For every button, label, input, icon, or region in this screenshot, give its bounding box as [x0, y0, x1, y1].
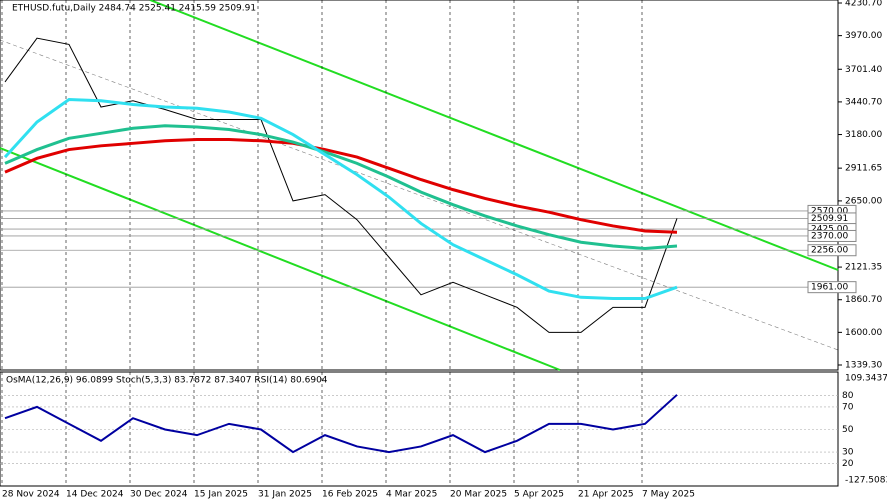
level-label: 2370.00 [811, 231, 848, 241]
oscillator-tick-label: 30 [842, 448, 854, 458]
y-tick-label: 1860.70 [845, 295, 882, 305]
osma-label: -127.5083 [845, 476, 887, 486]
oscillator-tick-label: 20 [842, 459, 854, 469]
series-line [3, 97, 678, 301]
y-tick-label: 2650.00 [845, 196, 882, 206]
series-line [4, 124, 678, 250]
oscillator-tick-label: 70 [842, 402, 854, 412]
chart-title: ETHUSD.futu,Daily 2484.74 2525.41 2415.5… [12, 4, 256, 14]
x-tick-label: 28 Nov 2024 [2, 490, 60, 500]
x-tick-label: 20 Mar 2025 [450, 490, 507, 500]
channel-line [149, 0, 839, 271]
level-label: 1961.00 [811, 283, 848, 293]
y-tick-label: 1339.30 [845, 361, 882, 371]
series-line [4, 138, 678, 234]
x-tick-label: 16 Feb 2025 [322, 490, 378, 500]
oscillator-line [4, 394, 678, 454]
level-label: 2425.00 [811, 225, 848, 235]
level-label: 2570.00 [811, 206, 848, 216]
level-label-box [807, 281, 857, 294]
x-tick-label: 15 Jan 2025 [194, 490, 248, 500]
y-tick-label: 3701.40 [845, 65, 882, 75]
x-tick-label: 14 Dec 2024 [66, 490, 124, 500]
oscillator-tick-label: 80 [842, 391, 854, 401]
oscillator-panel [0, 371, 839, 487]
y-tick-label: 2911.65 [845, 164, 882, 174]
y-tick-label: 3440.70 [845, 97, 882, 107]
oscillator-tick-label: 50 [842, 425, 854, 435]
y-tick-label: 1600.00 [845, 328, 882, 338]
y-tick-label: 4230.70 [845, 0, 882, 9]
main-panel [0, 0, 839, 371]
x-tick-label: 31 Jan 2025 [258, 490, 312, 500]
x-tick-label: 7 May 2025 [642, 490, 695, 500]
level-label-box [807, 244, 857, 257]
x-tick-label: 30 Dec 2024 [130, 490, 188, 500]
trend-line [0, 39, 839, 351]
channel-line [0, 147, 561, 371]
level-label: 2509.91 [811, 214, 848, 224]
level-label: 2256.00 [811, 246, 848, 256]
osma-label: 109.3437 [845, 374, 887, 384]
x-tick-label: 21 Apr 2025 [578, 490, 634, 500]
oscillator-title: OsMA(12,26,9) 96.0899 Stoch(5,3,3) 83.78… [6, 376, 328, 386]
x-tick-label: 5 Apr 2025 [514, 490, 564, 500]
y-tick-label: 3180.00 [845, 130, 882, 140]
y-tick-label: 3970.00 [845, 31, 882, 41]
level-label-box [807, 229, 857, 242]
x-tick-label: 4 Mar 2025 [386, 490, 437, 500]
y-tick-label: 2121.35 [845, 263, 882, 273]
